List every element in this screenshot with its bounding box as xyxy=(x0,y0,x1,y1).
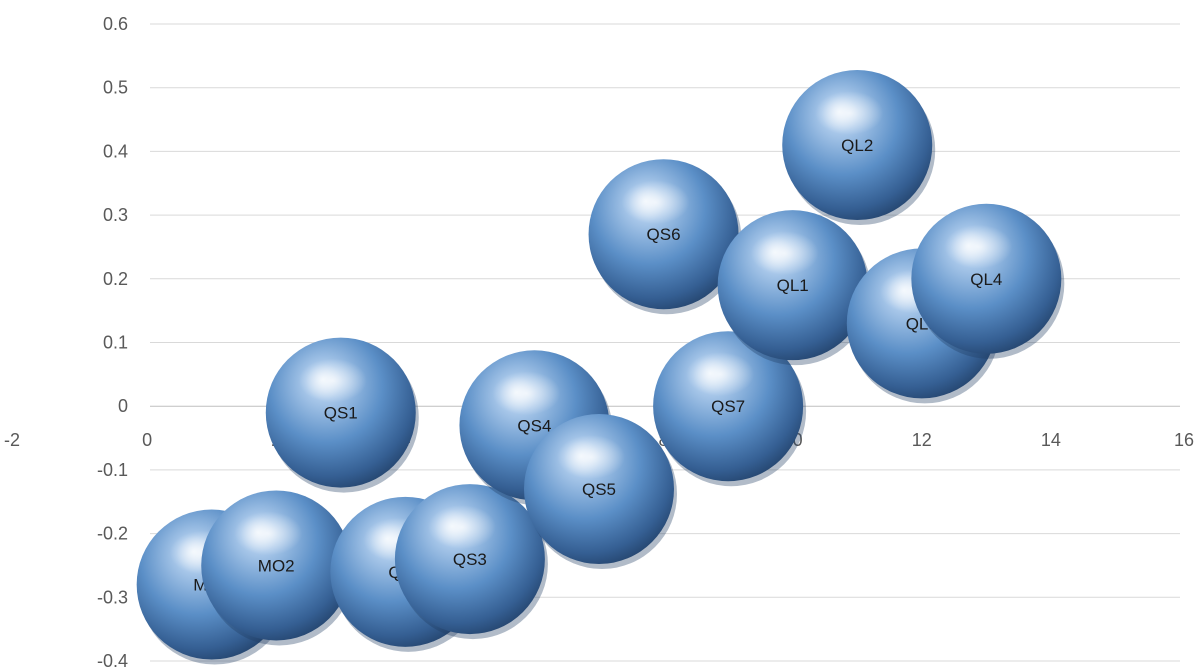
x-tick-label: 0 xyxy=(142,430,152,450)
y-axis-tick-labels: -0.4 -0.3 -0.2 -0.1 0 0.1 0.2 0.3 0.4 0.5 0.6 xyxy=(97,14,128,671)
y-tick-label: 0.3 xyxy=(103,205,128,225)
x-tick-label: -2 xyxy=(4,430,20,450)
bubble-ql4: QL4 xyxy=(911,203,1065,359)
bubble-highlight xyxy=(492,371,561,416)
bubble-highlight xyxy=(298,358,367,403)
bubble-highlight xyxy=(750,231,819,276)
y-tick-label: 0.4 xyxy=(103,141,128,161)
y-tick-label: -0.2 xyxy=(97,524,128,544)
bubbles: MO1MO2QS1QS2QS3QS4QS5QS6QS7QL1QL2QL3QL4 xyxy=(136,70,1065,665)
y-tick-label: 0.1 xyxy=(103,333,128,353)
bubble-highlight xyxy=(427,505,496,550)
bubble-label: QS4 xyxy=(517,416,551,435)
bubble-qs5: QS5 xyxy=(524,414,677,570)
bubble-qs3: QS3 xyxy=(394,484,548,640)
bubble-ql2: QL2 xyxy=(782,70,936,226)
bubble-label: QS7 xyxy=(711,397,745,416)
bubble-label: QL4 xyxy=(970,270,1002,289)
bubble-label: QL1 xyxy=(777,276,809,295)
bubble-qs6: QS6 xyxy=(588,159,742,315)
x-tick-label: 14 xyxy=(1041,430,1061,450)
x-tick-label: 16 xyxy=(1174,430,1194,450)
bubble-mo2: MO2 xyxy=(201,490,355,646)
bubble-qs7: QS7 xyxy=(653,331,807,487)
bubble-label: MO2 xyxy=(258,556,295,575)
bubble-label: QS1 xyxy=(324,404,358,423)
y-tick-label: 0.2 xyxy=(103,269,128,289)
bubble-highlight xyxy=(621,180,690,225)
bubble-highlight xyxy=(234,511,303,556)
bubble-label: QS5 xyxy=(582,480,616,499)
y-tick-label: 0.6 xyxy=(103,14,128,34)
bubble-label: QS3 xyxy=(453,550,487,569)
y-tick-label: -0.1 xyxy=(97,460,128,480)
bubble-qs1: QS1 xyxy=(265,337,419,493)
bubble-highlight xyxy=(944,224,1013,269)
y-tick-label: -0.4 xyxy=(97,651,128,671)
y-tick-label: 0 xyxy=(118,396,128,416)
bubble-label: QS6 xyxy=(647,225,681,244)
bubble-ql1: QL1 xyxy=(717,210,871,366)
y-tick-label: -0.3 xyxy=(97,587,128,607)
y-tick-label: 0.5 xyxy=(103,78,128,98)
bubble-highlight xyxy=(557,435,625,480)
bubble-highlight xyxy=(815,91,884,136)
x-tick-label: 12 xyxy=(912,430,932,450)
bubble-label: QL2 xyxy=(841,136,873,155)
bubble-highlight xyxy=(686,352,755,397)
